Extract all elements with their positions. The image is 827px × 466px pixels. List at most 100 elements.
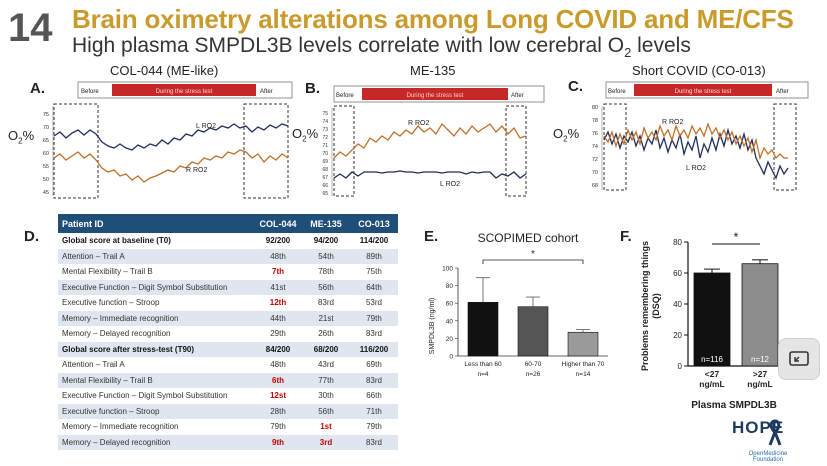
chart-e-category-label: 60-70	[525, 361, 542, 368]
cell-col-044-text: 41st	[270, 282, 286, 292]
row-label: Mental Flexibility – Trail B	[58, 264, 254, 280]
after-window	[243, 103, 289, 199]
cell-col-044: 12th	[254, 295, 302, 311]
cell-co-013-text: 83rd	[365, 375, 382, 385]
table-row: Executive function – Stroop 28th 56th 71th	[58, 403, 398, 419]
cell-col-044-text: 29th	[270, 329, 286, 339]
cell-co-013-text: 114/200	[359, 236, 389, 246]
before-window	[333, 105, 355, 197]
cell-me-135-text: 3rd	[319, 437, 333, 447]
slide-subtitle: High plasma SMPDL3B levels correlate wit…	[72, 34, 691, 60]
series-label-l: L RO2	[440, 181, 460, 188]
row-label-text: Memory – Immediate recognition	[62, 422, 179, 432]
cell-co-013: 69th	[350, 357, 398, 373]
ytick: 71	[322, 143, 328, 149]
chart-e-bar	[467, 302, 499, 357]
ytick: 68	[592, 183, 598, 189]
ytick: 72	[592, 157, 598, 163]
cell-col-044: 12st	[254, 388, 302, 404]
series-l-ro2	[603, 127, 789, 180]
table-row: Mental Flexibility – Trail B 6th 77th 83rd	[58, 372, 398, 388]
series-label-l: L RO2	[686, 165, 706, 172]
ytick: 70	[43, 125, 49, 131]
bar-during-label: During the stress test	[407, 93, 464, 99]
panel-e-letter: E.	[424, 228, 439, 245]
panel-a-ylabel: O2%	[8, 128, 34, 146]
ytick: 72	[322, 135, 328, 141]
panel-d-letter: D.	[24, 228, 39, 245]
header-col-044: COL-044	[254, 214, 302, 233]
cell-me-135: 78th	[302, 264, 350, 280]
row-label: Executive function – Stroop	[58, 403, 254, 419]
cell-co-013-text: 79th	[366, 422, 382, 432]
bar-before-label: Before	[81, 89, 99, 95]
subtitle-text-end: levels	[631, 34, 691, 57]
cell-col-044-text: 79th	[270, 422, 286, 432]
ytick: 55	[43, 164, 49, 170]
cell-col-044-text: 48th	[270, 360, 286, 370]
panel-f-letter: F.	[620, 228, 632, 245]
chart-e-significance-bracket	[482, 259, 584, 264]
cell-me-135: 68/200	[302, 341, 350, 357]
cell-me-135: 56th	[302, 279, 350, 295]
ytick: 50	[43, 177, 49, 183]
row-label-text: Global score after stress-test (T90)	[62, 344, 195, 354]
cell-me-135-text: 68/200	[313, 344, 339, 354]
before-window	[53, 103, 99, 199]
cell-me-135-text: 78th	[318, 267, 334, 277]
cell-me-135: 21st	[302, 310, 350, 326]
table-row: Executive Function – Digit Symbol Substi…	[58, 279, 398, 295]
cell-co-013-text: 53rd	[365, 298, 382, 308]
cell-co-013: 114/200	[350, 233, 398, 249]
row-label: Memory – Immediate recognition	[58, 310, 254, 326]
scores-table: Patient ID COL-044 ME-135 CO-013 Global …	[58, 214, 398, 450]
row-label-text: Memory – Immediate recognition	[62, 313, 179, 323]
cell-co-013: 66th	[350, 388, 398, 404]
chart-e-ytick-label: 100	[442, 266, 453, 273]
ylabel-main: O	[292, 126, 303, 141]
chart-e-title: SCOPIMED cohort	[478, 231, 579, 245]
chart-f-xlabel: Plasma SMPDL3B	[691, 400, 777, 411]
subtitle-text: High plasma SMPDL3B levels correlate wit…	[72, 34, 625, 57]
bar-during-label: During the stress test	[156, 89, 213, 95]
ytick: 69	[322, 159, 328, 165]
panel-b-ylabel: O2%	[292, 126, 318, 144]
bar-during-label: During the stress test	[675, 89, 732, 95]
chart-e-category-label: Less than 60	[464, 361, 502, 368]
ylabel-sub: 2	[302, 134, 307, 144]
row-label-text: Executive function – Stroop	[62, 406, 160, 416]
chart-f-bar	[741, 263, 779, 367]
row-label: Executive function – Stroop	[58, 295, 254, 311]
picture-in-picture-button[interactable]	[778, 338, 820, 380]
after-window	[505, 105, 527, 197]
ytick: 74	[322, 119, 328, 125]
cell-col-044-text: 9th	[272, 437, 284, 447]
cell-co-013: 116/200	[350, 341, 398, 357]
row-label: Memory – Immediate recognition	[58, 419, 254, 435]
row-label-text: Mental Flexibility – Trail B	[62, 267, 153, 277]
oximetry-chart-b: Before During the stress test After 75 7…	[322, 85, 545, 197]
table-row: Memory – Immediate recognition 79th 1st 79t…	[58, 419, 398, 435]
cell-co-013-text: 83rd	[365, 437, 382, 447]
cell-me-135: 43rd	[302, 357, 350, 373]
cell-me-135: 54th	[302, 248, 350, 264]
row-label: Memory – Delayed recognition	[58, 326, 254, 342]
cell-col-044: 9th	[254, 434, 302, 450]
bar-after-label: After	[776, 89, 789, 95]
oximetry-chart-c: Before During the stress test After 80 7…	[592, 81, 809, 191]
series-label-r: R RO2	[408, 120, 430, 127]
chart-f-ytick-label: 80	[673, 238, 682, 247]
cell-me-135: 94/200	[302, 233, 350, 249]
cell-col-044: 7th	[254, 264, 302, 280]
chart-f-category-label: <27	[705, 369, 720, 379]
row-label-text: Executive Function – Digit Symbol Substi…	[62, 282, 228, 292]
panel-a-title: COL-044 (ME-like)	[110, 63, 219, 78]
ytick: 67	[322, 175, 328, 181]
cell-me-135-text: 21st	[318, 313, 334, 323]
chart-f-significance-star: *	[734, 230, 739, 244]
row-label: Executive Function – Digit Symbol Substi…	[58, 388, 254, 404]
bar-before-label: Before	[336, 93, 354, 99]
ytick: 65	[322, 191, 328, 197]
table-body: Global score at baseline (T0) 92/200 94/20…	[58, 233, 398, 450]
table-row: Attention – Trail A 48th 54th 89th	[58, 248, 398, 264]
